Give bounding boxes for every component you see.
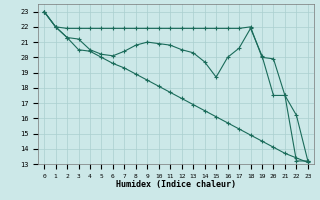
X-axis label: Humidex (Indice chaleur): Humidex (Indice chaleur)	[116, 180, 236, 189]
